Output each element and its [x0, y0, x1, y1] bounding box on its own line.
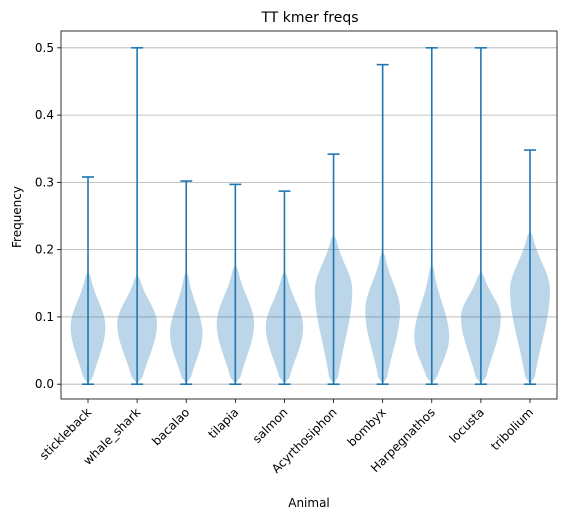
violin-stickleback: [70, 176, 106, 385]
violin-whale_shark: [117, 47, 158, 385]
violin-salmon: [265, 190, 304, 385]
violin-bacalao: [170, 180, 203, 385]
axes: 0.00.10.20.30.40.5sticklebackwhale_shark…: [35, 30, 558, 476]
y-tick-label: 0.4: [35, 108, 54, 122]
violin-locusta: [460, 47, 501, 385]
x-tick-label: bombyx: [345, 405, 389, 449]
chart-title: TT kmer freqs: [260, 10, 358, 26]
y-tick-label: 0.2: [35, 243, 54, 257]
y-tick-label: 0.3: [35, 175, 54, 189]
x-tick-label: tilapia: [205, 405, 241, 441]
y-tick-label: 0.1: [35, 310, 54, 324]
y-axis-title: Frequency: [10, 186, 24, 248]
violin-tilapia: [216, 183, 254, 385]
x-tick-label: locusta: [447, 405, 487, 445]
x-tick-label: salmon: [250, 405, 291, 446]
plot-frame: [60, 30, 558, 400]
violin-Acyrthosiphon: [314, 153, 353, 385]
violin-tribolium: [510, 149, 550, 385]
violin-bombyx: [365, 63, 401, 385]
violin-Harpegnathos: [414, 47, 450, 385]
x-tick-label: tribolium: [488, 405, 536, 453]
y-tick-label: 0.5: [35, 41, 54, 55]
violins: [70, 47, 550, 385]
x-axis-title: Animal: [288, 496, 330, 510]
x-tick-label: bacalao: [149, 405, 192, 448]
y-tick-label: 0.0: [35, 377, 54, 391]
gridlines: [61, 47, 557, 385]
